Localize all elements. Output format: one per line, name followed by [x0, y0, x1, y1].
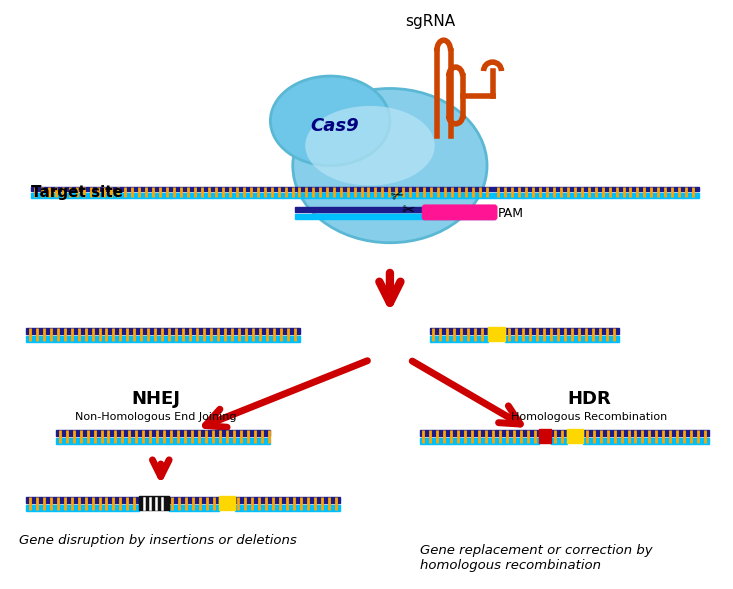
Bar	[26, 505, 139, 511]
Bar	[169, 505, 218, 511]
Ellipse shape	[305, 106, 435, 186]
Bar	[56, 431, 270, 436]
Bar	[583, 438, 709, 444]
Text: Target site: Target site	[32, 185, 123, 200]
Bar	[295, 214, 495, 219]
Bar	[235, 497, 340, 503]
FancyBboxPatch shape	[421, 204, 498, 220]
Text: Non-Homologous End Joining: Non-Homologous End Joining	[75, 412, 237, 422]
Bar	[567, 431, 583, 436]
Bar	[139, 496, 169, 510]
Bar	[506, 328, 619, 334]
Bar	[32, 193, 295, 198]
Bar	[551, 438, 567, 444]
Text: ✂: ✂	[401, 203, 415, 219]
Ellipse shape	[292, 88, 487, 243]
Bar	[295, 187, 495, 191]
Bar	[551, 431, 567, 436]
Bar	[539, 429, 551, 444]
Bar	[139, 497, 169, 503]
Text: sgRNA: sgRNA	[405, 14, 454, 29]
Text: NHEJ: NHEJ	[131, 391, 180, 409]
Bar	[26, 336, 301, 342]
Bar	[169, 497, 218, 503]
Bar	[430, 336, 487, 342]
Bar	[495, 187, 699, 191]
Bar	[26, 328, 301, 334]
Bar	[56, 438, 270, 444]
Text: Gene disruption by insertions or deletions: Gene disruption by insertions or deletio…	[19, 534, 297, 547]
Bar	[420, 431, 539, 436]
Bar	[295, 193, 495, 198]
Text: HDR: HDR	[567, 391, 611, 409]
Bar	[218, 496, 235, 510]
Text: Gene replacement or correction by
homologous recombination: Gene replacement or correction by homolo…	[420, 544, 652, 572]
Bar	[235, 505, 340, 511]
Bar	[506, 336, 619, 342]
Text: Homologous Recombination: Homologous Recombination	[511, 412, 667, 422]
Bar	[430, 328, 487, 334]
Bar	[567, 429, 583, 444]
Bar	[420, 438, 539, 444]
Text: Cas9: Cas9	[310, 117, 359, 135]
Bar	[583, 431, 709, 436]
Ellipse shape	[270, 76, 390, 166]
Bar	[295, 207, 495, 213]
Bar	[487, 328, 506, 334]
Bar	[32, 187, 295, 191]
Text: ✂: ✂	[389, 186, 406, 205]
Text: PAM: PAM	[498, 207, 523, 220]
Bar	[26, 497, 139, 503]
Bar	[487, 327, 506, 341]
Bar	[218, 497, 235, 503]
Bar	[495, 193, 699, 198]
Bar	[539, 431, 551, 436]
